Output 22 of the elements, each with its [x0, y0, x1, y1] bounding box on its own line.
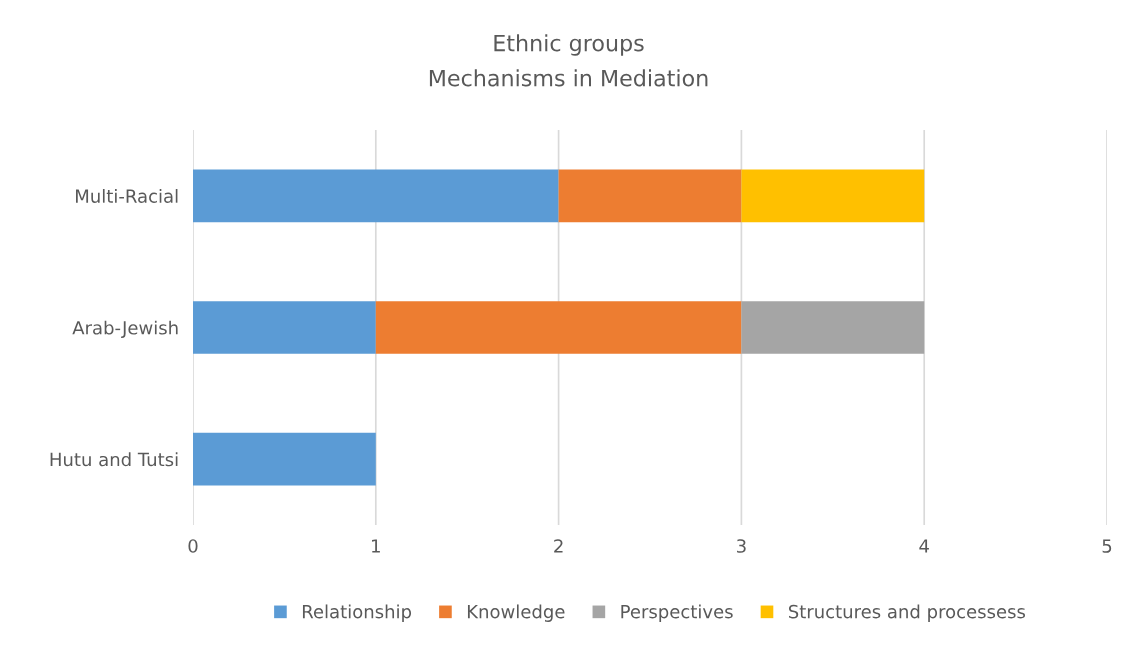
x-tick-label: 1: [372, 539, 380, 553]
y-tick-label: Hutu and Tutsi: [50, 452, 178, 467]
chart-subtitle: Mechanisms in Mediation: [429, 69, 708, 87]
bar: [193, 432, 376, 486]
y-tick-label: Multi-Racial: [76, 188, 178, 203]
bar: [193, 301, 376, 354]
x-tick-label: 3: [737, 539, 746, 553]
x-tick-label: 0: [188, 539, 198, 553]
y-tick-label: Arab-Jewish: [72, 320, 178, 338]
bar: [193, 169, 559, 223]
legend-label: Perspectives: [621, 604, 733, 622]
bar: [375, 301, 742, 354]
x-tick-label: 4: [919, 539, 929, 553]
bar: [741, 301, 925, 354]
legend-label: Knowledge: [467, 604, 565, 622]
legend-label: Relationship: [302, 604, 412, 622]
bar: [558, 169, 742, 223]
chart-title: Ethnic groups: [494, 34, 644, 56]
x-tick-label: 5: [1102, 539, 1112, 553]
x-tick-label: 2: [554, 539, 563, 553]
bar: [741, 169, 925, 223]
legend-label: Structures and processess: [788, 604, 1026, 622]
